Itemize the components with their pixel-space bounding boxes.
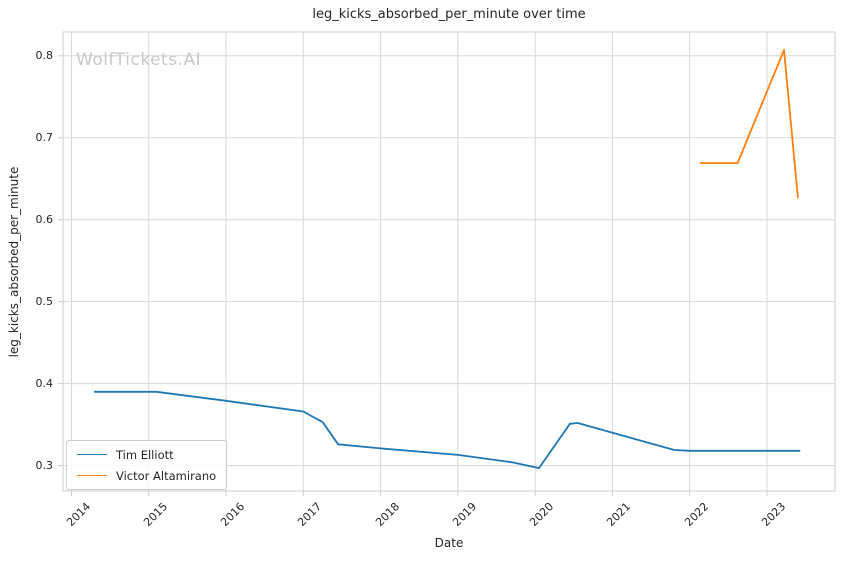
- legend-item-victor-altamirano: Victor Altamirano: [77, 466, 216, 485]
- y-tick-label: 0.3: [35, 458, 54, 472]
- legend-line-swatch-victor-altamirano: [77, 475, 107, 476]
- y-tick-label: 0.6: [35, 212, 54, 226]
- legend-item-tim-elliott: Tim Elliott: [77, 445, 216, 464]
- chart-title: leg_kicks_absorbed_per_minute over time: [312, 7, 586, 22]
- y-tick-label: 0.7: [35, 130, 54, 144]
- legend-label: Tim Elliott: [116, 447, 174, 462]
- legend: Tim Elliott Victor Altamirano: [66, 440, 228, 490]
- x-axis-label: Date: [434, 536, 464, 550]
- y-axis-label: leg_kicks_absorbed_per_minute: [7, 166, 21, 358]
- plot-border: [62, 31, 836, 492]
- legend-line-swatch-tim-elliott: [77, 454, 107, 455]
- y-tick-label: 0.4: [35, 376, 54, 390]
- series-line-victor-altamirano: [699, 49, 799, 199]
- watermark: WolfTickets.AI: [76, 50, 202, 70]
- series-line-tim-elliott: [93, 390, 801, 470]
- y-tick-label: 0.5: [35, 294, 54, 308]
- legend-label: Victor Altamirano: [116, 468, 217, 483]
- y-tick-label: 0.8: [35, 48, 54, 62]
